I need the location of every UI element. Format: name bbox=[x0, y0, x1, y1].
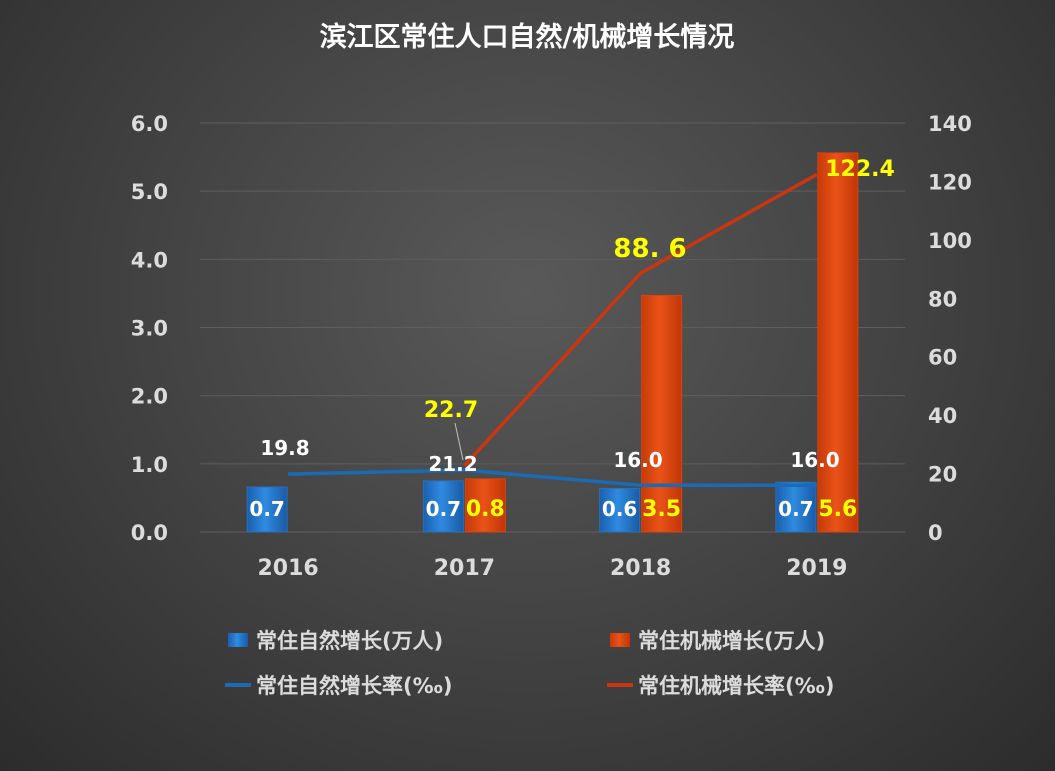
legend-item-natural-rate[interactable]: 常住自然增长率(‰) bbox=[225, 674, 452, 698]
bar-label-mechanical-growth: 3.5 bbox=[642, 497, 681, 522]
bar-mechanical-growth[interactable] bbox=[817, 152, 859, 533]
bar-label-mechanical-growth: 0.8 bbox=[466, 497, 505, 522]
left-axis-ticks: 0.0 1.0 2.0 3.0 4.0 5.0 6.0 bbox=[131, 112, 168, 545]
right-tick-label: 80 bbox=[928, 287, 957, 311]
line-label-natural-rate: 16.0 bbox=[790, 448, 839, 472]
right-tick-label: 20 bbox=[928, 463, 957, 487]
category-label: 2017 bbox=[434, 556, 495, 581]
bar-label-natural-growth: 0.7 bbox=[778, 497, 813, 521]
bar-natural-growth[interactable] bbox=[599, 487, 641, 533]
right-tick-label: 100 bbox=[928, 229, 972, 253]
line-label-natural-rate: 16.0 bbox=[613, 448, 662, 472]
right-tick-label: 40 bbox=[928, 404, 957, 428]
legend-swatch-natural-growth bbox=[228, 633, 248, 647]
data-labels: 0.7 0.7 0.8 0.6 3.5 0.7 5.619.821.2 16.0 16.022.… bbox=[249, 157, 894, 522]
legend-item-natural-growth[interactable]: 常住自然增长(万人) bbox=[228, 629, 443, 653]
line-label-mechanical-rate: 22.7 bbox=[424, 398, 478, 423]
line-natural-rate[interactable] bbox=[288, 468, 817, 488]
category-label: 2016 bbox=[258, 556, 319, 581]
right-tick-label: 0 bbox=[928, 521, 943, 545]
legend-label-natural-growth: 常住自然增长(万人) bbox=[256, 629, 443, 653]
left-tick-label: 5.0 bbox=[131, 180, 168, 204]
left-tick-label: 2.0 bbox=[131, 385, 168, 409]
right-axis-ticks: 0 20 40 60 80 100 120 140 bbox=[928, 112, 972, 545]
bar-natural-growth[interactable] bbox=[775, 481, 817, 533]
left-tick-label: 4.0 bbox=[131, 248, 168, 272]
right-tick-label: 140 bbox=[928, 112, 972, 136]
legend-item-mechanical-growth[interactable]: 常住机械增长(万人) bbox=[610, 629, 825, 653]
category-label: 2018 bbox=[610, 556, 671, 581]
line-mechanical-rate[interactable] bbox=[463, 172, 818, 467]
line-label-natural-rate: 19.8 bbox=[260, 436, 309, 460]
legend-label-mechanical-growth: 常住机械增长(万人) bbox=[638, 629, 825, 653]
bar-label-mechanical-growth: 5.6 bbox=[818, 497, 857, 522]
legend: 常住自然增长(万人) 常住机械增长(万人) 常住自然增长率(‰) 常住机械增长率… bbox=[225, 629, 834, 698]
category-label: 2019 bbox=[786, 556, 847, 581]
bar-natural-growth[interactable] bbox=[246, 486, 288, 533]
bar-natural-growth[interactable] bbox=[422, 480, 464, 533]
bar-mechanical-growth[interactable] bbox=[641, 294, 683, 533]
line-label-mechanical-rate: 88. 6 bbox=[613, 234, 686, 264]
line-label-natural-rate: 21.2 bbox=[428, 452, 477, 476]
bar-label-natural-growth: 0.7 bbox=[249, 497, 284, 521]
bar-mechanical-growth[interactable] bbox=[464, 478, 506, 533]
category-labels: 2016 2017 2018 2019 bbox=[258, 556, 848, 581]
right-tick-label: 60 bbox=[928, 346, 957, 370]
bar-label-natural-growth: 0.7 bbox=[426, 497, 461, 521]
line-label-mechanical-rate: 122.4 bbox=[825, 157, 895, 182]
left-tick-label: 1.0 bbox=[131, 453, 168, 477]
legend-swatch-mechanical-growth bbox=[610, 633, 630, 647]
legend-label-natural-rate: 常住自然增长率(‰) bbox=[256, 674, 452, 698]
right-tick-label: 120 bbox=[928, 170, 972, 194]
left-tick-label: 6.0 bbox=[131, 112, 168, 136]
bars bbox=[246, 152, 859, 533]
lines bbox=[288, 172, 818, 488]
gridlines bbox=[200, 122, 905, 533]
legend-label-mechanical-rate: 常住机械增长率(‰) bbox=[638, 674, 834, 698]
chart-title: 滨江区常住人口自然/机械增长情况 bbox=[320, 21, 735, 53]
left-tick-label: 0.0 bbox=[131, 521, 168, 545]
legend-item-mechanical-rate[interactable]: 常住机械增长率(‰) bbox=[607, 674, 834, 698]
label-leader-line bbox=[454, 422, 464, 461]
bar-label-natural-growth: 0.6 bbox=[602, 497, 637, 521]
left-tick-label: 3.0 bbox=[131, 317, 168, 341]
